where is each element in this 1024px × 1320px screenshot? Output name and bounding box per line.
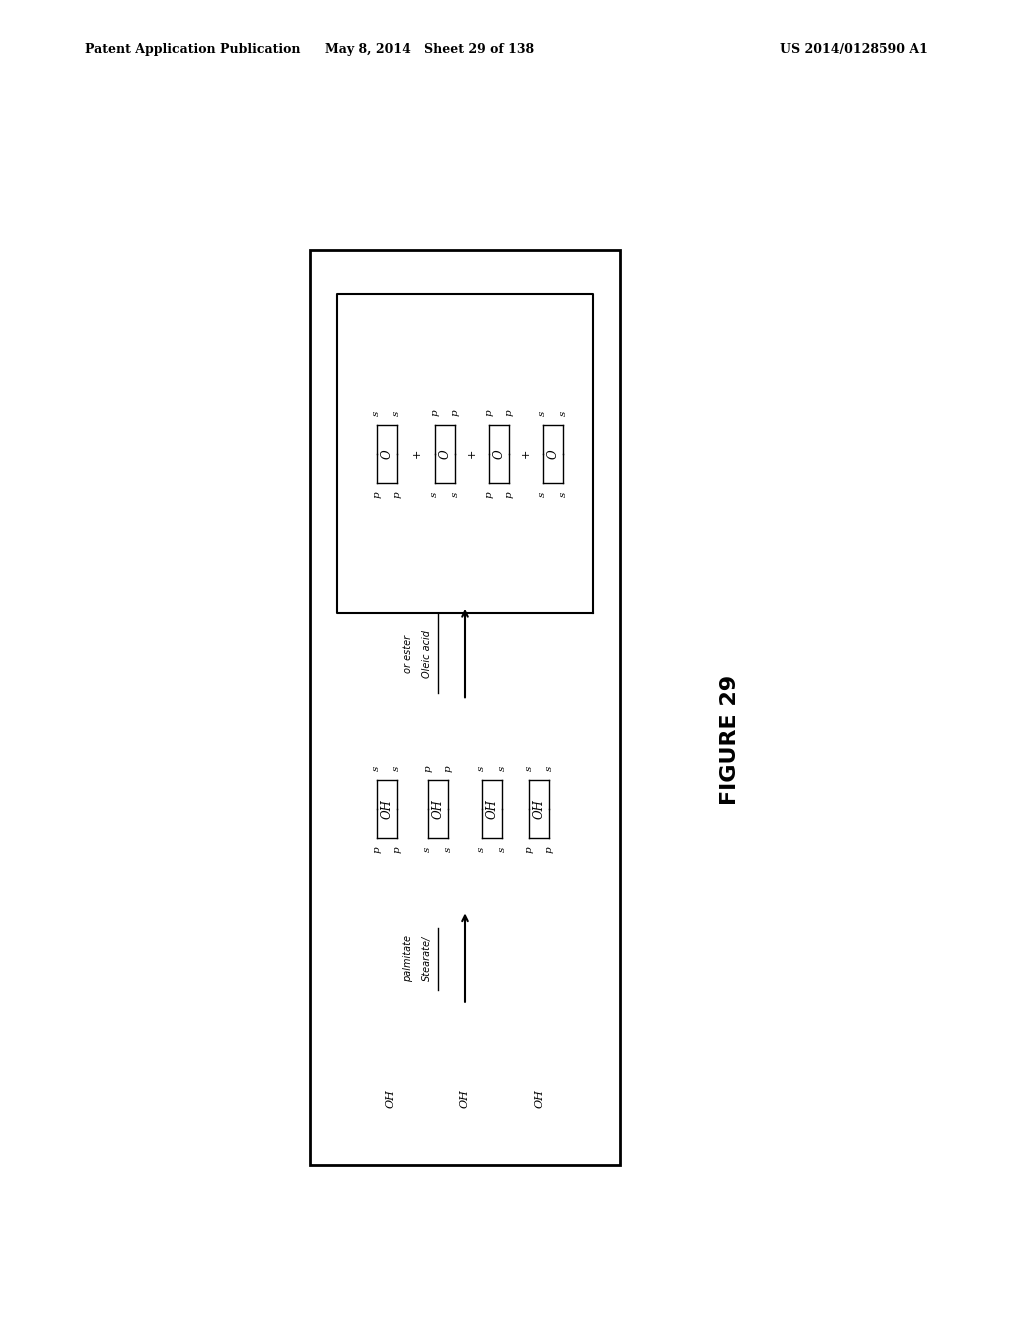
- Text: Patent Application Publication: Patent Application Publication: [85, 44, 300, 57]
- Text: s: s: [443, 847, 453, 853]
- Text: s: s: [451, 491, 460, 498]
- Text: Stearate/: Stearate/: [422, 936, 432, 981]
- Text: OH: OH: [485, 799, 499, 818]
- Text: OH: OH: [532, 799, 546, 818]
- Text: palmitate: palmitate: [403, 935, 414, 982]
- Bar: [310, 249, 620, 1166]
- Text: FIGURE 29: FIGURE 29: [720, 675, 740, 805]
- Text: +: +: [412, 449, 422, 458]
- Text: p: p: [524, 846, 534, 853]
- Text: +: +: [467, 449, 477, 458]
- Text: OH: OH: [460, 1089, 470, 1109]
- Text: May 8, 2014   Sheet 29 of 138: May 8, 2014 Sheet 29 of 138: [326, 44, 535, 57]
- Text: s: s: [498, 766, 507, 771]
- Text: s: s: [423, 847, 432, 853]
- Text: O: O: [438, 449, 452, 458]
- Text: p: p: [451, 409, 460, 417]
- Text: s: s: [539, 491, 547, 498]
- Text: O: O: [546, 449, 559, 458]
- Text: or ester: or ester: [403, 635, 414, 673]
- Text: p: p: [484, 409, 494, 417]
- Text: OH: OH: [386, 1089, 395, 1109]
- Text: p: p: [423, 766, 432, 772]
- Text: OH: OH: [535, 1089, 544, 1109]
- Text: p: p: [392, 846, 401, 853]
- Text: s: s: [392, 411, 401, 416]
- Text: s: s: [498, 847, 507, 853]
- Text: p: p: [443, 766, 453, 772]
- Text: s: s: [372, 766, 381, 771]
- Text: Oleic acid: Oleic acid: [422, 630, 432, 678]
- Text: s: s: [477, 766, 486, 771]
- Text: US 2014/0128590 A1: US 2014/0128590 A1: [780, 44, 928, 57]
- Text: s: s: [430, 491, 439, 498]
- Text: s: s: [477, 847, 486, 853]
- Text: s: s: [558, 491, 567, 498]
- Text: +: +: [521, 449, 530, 458]
- Text: s: s: [539, 411, 547, 416]
- Text: s: s: [524, 766, 534, 771]
- Text: s: s: [545, 766, 554, 771]
- Text: OH: OH: [380, 799, 393, 818]
- Text: p: p: [372, 491, 381, 498]
- Text: s: s: [372, 411, 381, 416]
- Text: p: p: [392, 491, 401, 498]
- Text: p: p: [372, 846, 381, 853]
- Text: p: p: [505, 491, 513, 498]
- Text: p: p: [545, 846, 554, 853]
- Text: p: p: [430, 409, 439, 417]
- Text: O: O: [493, 449, 505, 458]
- Text: s: s: [392, 766, 401, 771]
- Text: O: O: [380, 449, 393, 458]
- Text: p: p: [505, 409, 513, 417]
- Text: p: p: [484, 491, 494, 498]
- Text: s: s: [558, 411, 567, 416]
- Text: OH: OH: [431, 799, 444, 818]
